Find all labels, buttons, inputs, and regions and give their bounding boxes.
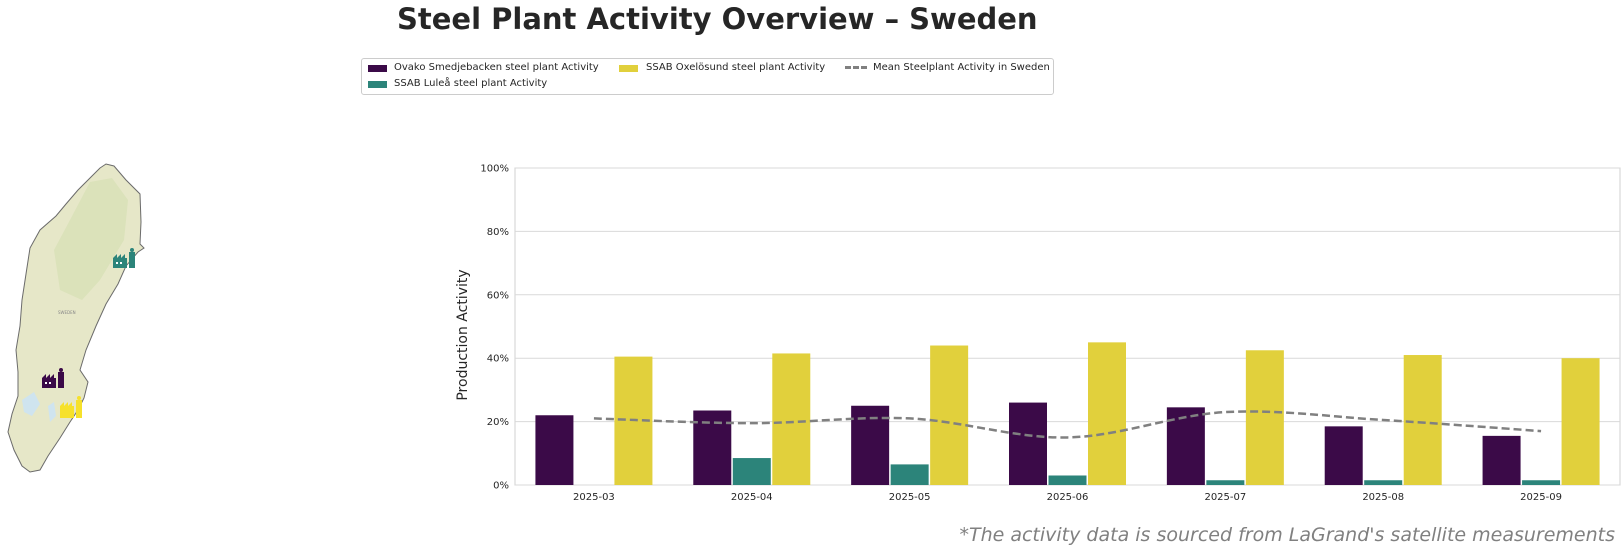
mean-activity-line xyxy=(593,410,1542,439)
bar-ovako-smedjebacken-steel-plant-activity-2025-09 xyxy=(1482,435,1521,485)
lake-vattern xyxy=(48,402,56,422)
x-tick-label: 2025-04 xyxy=(731,492,773,503)
legend-label-ovako: Ovako Smedjebacken steel plant Activity xyxy=(394,62,599,73)
bar-ssab-lule-steel-plant-activity-2025-07 xyxy=(1206,480,1245,485)
legend-swatch-lulea xyxy=(368,81,387,88)
y-tick-label: 100% xyxy=(480,164,509,175)
legend-swatch-mean xyxy=(845,66,867,69)
y-axis-label: Production Activity xyxy=(455,269,471,400)
bar-ssab-lule-steel-plant-activity-2025-09 xyxy=(1522,480,1561,485)
y-tick-label: 20% xyxy=(487,417,509,428)
bar-ssab-oxel-sund-steel-plant-activity-2025-06 xyxy=(1088,342,1126,485)
x-tick-label: 2025-07 xyxy=(1204,492,1246,503)
bar-ssab-lule-steel-plant-activity-2025-04 xyxy=(732,458,771,485)
page-title: Steel Plant Activity Overview – Sweden xyxy=(397,2,1038,36)
legend-swatch-oxelosund xyxy=(619,65,638,72)
bar-ssab-lule-steel-plant-activity-2025-05 xyxy=(890,464,929,485)
bar-ssab-lule-steel-plant-activity-2025-08 xyxy=(1364,480,1403,485)
data-source-footnote: *The activity data is sourced from LaGra… xyxy=(959,524,1615,546)
map-terrain-shading xyxy=(54,178,128,300)
map-country-label: SWEDEN xyxy=(58,310,76,315)
x-tick-label: 2025-09 xyxy=(1520,492,1562,503)
legend-label-mean: Mean Steelplant Activity in Sweden xyxy=(873,62,1050,73)
y-tick-label: 60% xyxy=(487,290,509,301)
sweden-map: SWEDEN xyxy=(7,163,145,473)
y-tick-label: 80% xyxy=(487,227,509,238)
chart-legend: Ovako Smedjebacken steel plant Activity … xyxy=(361,58,1054,95)
lulea-plant-icon xyxy=(113,248,135,268)
bar-ssab-lule-steel-plant-activity-2025-06 xyxy=(1048,475,1087,485)
smedjebacken-plant-icon xyxy=(42,368,64,388)
x-tick-label: 2025-05 xyxy=(889,492,931,503)
oxelosund-plant-icon xyxy=(60,396,82,418)
bar-ssab-oxel-sund-steel-plant-activity-2025-07 xyxy=(1245,350,1284,485)
bar-ssab-oxel-sund-steel-plant-activity-2025-04 xyxy=(772,353,811,485)
y-tick-label: 0% xyxy=(493,481,509,492)
legend-label-oxelosund: SSAB Oxelösund steel plant Activity xyxy=(646,62,826,73)
activity-chart: 0% 20% 40% 60% 80% 100% 2025-03 2025-04 2025-05 2… xyxy=(455,164,1621,503)
legend-label-lulea: SSAB Luleå steel plant Activity xyxy=(394,78,548,89)
y-tick-label: 40% xyxy=(487,354,509,365)
x-tick-label: 2025-03 xyxy=(573,492,615,503)
legend-swatch-ovako xyxy=(368,65,387,72)
bar-ssab-oxel-sund-steel-plant-activity-2025-05 xyxy=(930,345,969,485)
bar-ssab-oxel-sund-steel-plant-activity-2025-09 xyxy=(1561,358,1600,485)
bar-ssab-oxel-sund-steel-plant-activity-2025-08 xyxy=(1403,355,1442,485)
x-tick-label: 2025-06 xyxy=(1047,492,1089,503)
bar-ovako-smedjebacken-steel-plant-activity-2025-06 xyxy=(1009,402,1047,485)
bar-ovako-smedjebacken-steel-plant-activity-2025-03 xyxy=(535,415,574,485)
lake-vanern xyxy=(22,392,40,416)
bar-ovako-smedjebacken-steel-plant-activity-2025-04 xyxy=(693,410,732,485)
bar-ovako-smedjebacken-steel-plant-activity-2025-08 xyxy=(1324,426,1363,485)
x-tick-label: 2025-08 xyxy=(1362,492,1404,503)
